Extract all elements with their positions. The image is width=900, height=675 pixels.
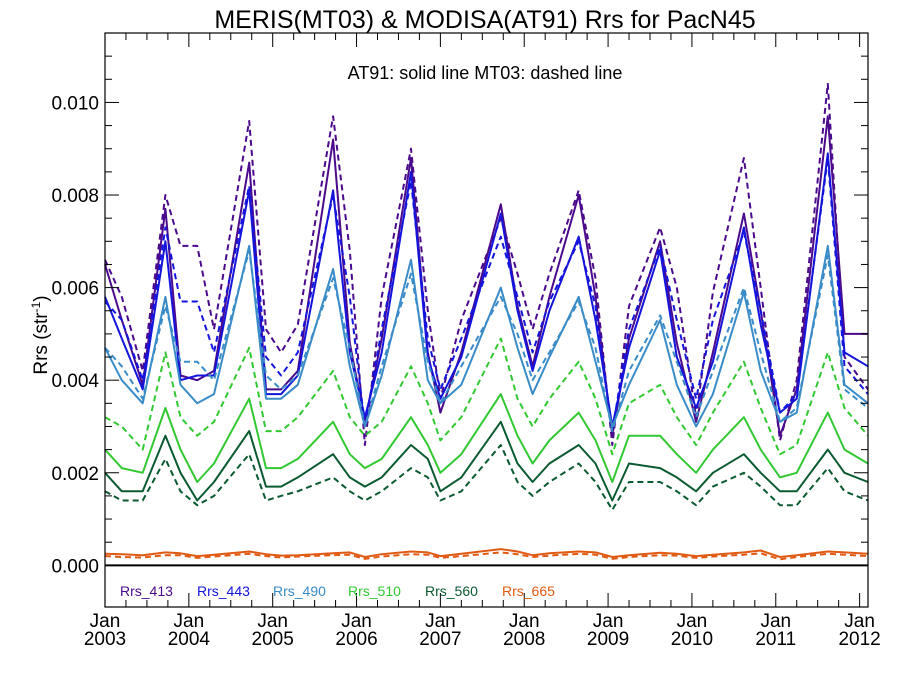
x-tick-year-label: 2009 bbox=[587, 629, 629, 650]
y-axis-label-superscript: -1 bbox=[29, 301, 43, 312]
series-rrs-560-solid bbox=[104, 420, 869, 502]
x-tick-year-label: 2006 bbox=[335, 629, 377, 650]
x-tick-month-label: Jan bbox=[509, 611, 540, 632]
axes: 0.0000.0020.0040.0060.0080.010Jan2003Jan… bbox=[51, 32, 881, 650]
series-rrs-490-solid bbox=[104, 244, 869, 428]
series-rrs-665-solid bbox=[104, 548, 869, 558]
x-tick-month-label: Jan bbox=[760, 611, 791, 632]
chart-title: MERIS(MT03) & MODISA(AT91) Rrs for PacN4… bbox=[214, 6, 755, 34]
y-tick-label: 0.008 bbox=[51, 186, 99, 207]
legend-rrs-665: Rrs_665 bbox=[502, 583, 555, 599]
y-axis-label-close: ) bbox=[31, 295, 52, 301]
legend-rrs-490: Rrs_490 bbox=[273, 583, 326, 599]
series-rrs-665-dashed bbox=[104, 551, 869, 561]
y-tick-label: 0.006 bbox=[51, 279, 99, 300]
x-tick-year-label: 2007 bbox=[419, 629, 461, 650]
legend-rrs-413: Rrs_413 bbox=[120, 583, 173, 599]
legend-rrs-443: Rrs_443 bbox=[197, 583, 250, 599]
x-tick-year-label: 2008 bbox=[503, 629, 545, 650]
x-tick-year-label: 2010 bbox=[671, 629, 713, 650]
series-rrs-560-dashed bbox=[104, 444, 869, 511]
plot-frame bbox=[104, 32, 869, 608]
x-tick-year-label: 2012 bbox=[838, 629, 880, 650]
series-rrs-413-solid bbox=[104, 115, 868, 437]
legend-rrs-560: Rrs_560 bbox=[425, 583, 478, 599]
x-tick-month-label: Jan bbox=[425, 611, 456, 632]
y-tick-label: 0.004 bbox=[51, 371, 99, 392]
series-rrs-510-dashed bbox=[104, 337, 869, 456]
x-tick-year-label: 2011 bbox=[755, 629, 796, 650]
y-tick-label: 0.002 bbox=[51, 464, 99, 485]
plot-area bbox=[104, 82, 869, 567]
x-tick-year-label: 2004 bbox=[168, 629, 211, 650]
series-rrs-413-dashed bbox=[104, 82, 869, 446]
x-tick-month-label: Jan bbox=[174, 611, 205, 632]
legend-rrs-510: Rrs_510 bbox=[348, 583, 401, 599]
x-tick-year-label: 2003 bbox=[84, 629, 126, 650]
x-tick-month-label: Jan bbox=[90, 611, 121, 632]
series-rrs-490-dashed bbox=[104, 249, 869, 433]
legend: Rrs_413 Rrs_443 Rrs_490 Rrs_510 Rrs_560 Rrs_6… bbox=[120, 583, 555, 599]
x-tick-month-label: Jan bbox=[257, 611, 288, 632]
x-tick-month-label: Jan bbox=[341, 611, 372, 632]
y-axis-label: Rrs (str-1) bbox=[29, 295, 52, 374]
series-rrs-510-solid bbox=[104, 393, 869, 483]
x-tick-month-label: Jan bbox=[677, 611, 708, 632]
y-tick-label: 0.010 bbox=[51, 93, 99, 114]
x-tick-year-label: 2005 bbox=[252, 629, 294, 650]
x-tick-month-label: Jan bbox=[844, 611, 875, 632]
y-axis-label-main: Rrs (str bbox=[31, 312, 52, 375]
line-style-annotation: AT91: solid line MT03: dashed line bbox=[348, 63, 623, 83]
series-rrs-443-solid bbox=[104, 152, 869, 428]
x-tick-month-label: Jan bbox=[593, 611, 624, 632]
y-tick-label: 0.000 bbox=[51, 556, 99, 577]
